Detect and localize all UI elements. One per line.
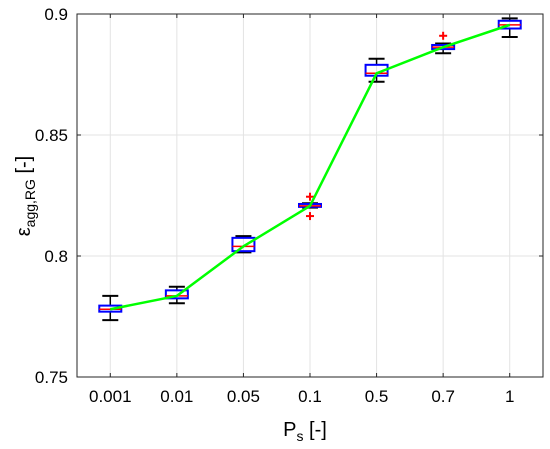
outlier-marker (306, 212, 314, 221)
box-group (98, 294, 123, 322)
box-group (431, 31, 456, 55)
x-tick-label: 0.001 (89, 387, 132, 406)
box-iqr (231, 236, 256, 253)
y-tick-label: 0.9 (44, 5, 68, 24)
data-layer (98, 17, 522, 322)
box-group (497, 17, 522, 38)
y-tick-label: 0.75 (35, 368, 68, 387)
x-tick-label: 0.01 (160, 387, 193, 406)
x-tick-label: 0.1 (298, 387, 322, 406)
y-axis-label: εagg,RG [-] (13, 156, 38, 237)
outlier-marker (306, 192, 314, 201)
x-tick-label: 0.5 (365, 387, 389, 406)
series-line (110, 23, 511, 311)
x-tick-label: 0.05 (227, 387, 260, 406)
x-tick-label: 0.7 (431, 387, 455, 406)
x-tick-label: 1 (505, 387, 514, 406)
outlier-marker (439, 31, 448, 40)
tick-label-layer: 0.001 0.01 0.05 0.1 0.5 0.7 1 0.75 0.8 0.85 0.9 (35, 5, 543, 406)
y-tick-label: 0.85 (35, 126, 68, 145)
box-iqr (164, 289, 189, 300)
x-axis-label: Ps [-] (283, 419, 327, 444)
y-tick-label: 0.8 (44, 247, 68, 266)
